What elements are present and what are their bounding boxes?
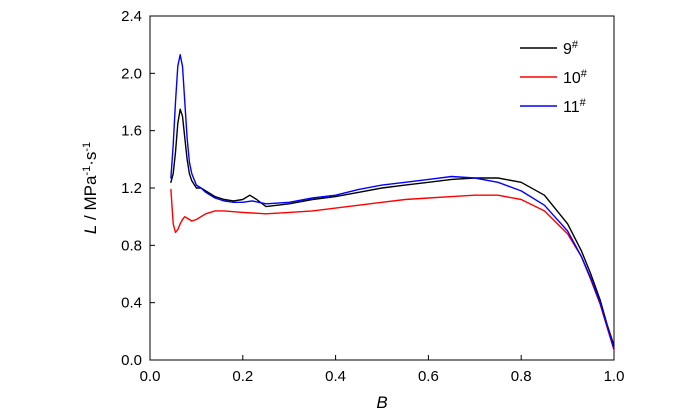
series-lines (170, 54, 615, 351)
x-tick-label: 0.8 (511, 368, 532, 385)
x-tick-label: 0.6 (418, 368, 439, 385)
y-tick-label: 0.8 (121, 237, 142, 254)
y-tick-label: 0.0 (121, 352, 142, 369)
series-line-11 (170, 54, 615, 350)
y-tick-label: 0.4 (121, 295, 142, 312)
series-line-10 (170, 188, 615, 351)
y-axis-unit: / MPa (81, 175, 100, 225)
y-axis-exp2: -1 (81, 142, 93, 152)
x-tick-label: 0.2 (232, 368, 253, 385)
axis-ticks: 0.0 0.2 0.4 0.6 0.8 1.0 0.0 0.4 0.8 1.2 1.6 2.0 2.4 (121, 8, 624, 385)
legend: 9# 10# 11# (520, 39, 588, 116)
x-tick-label: 0.4 (325, 368, 346, 385)
y-tick-label: 1.2 (121, 180, 142, 197)
legend-label-9: 9# (563, 39, 579, 58)
y-axis-exp1: -1 (81, 166, 93, 176)
x-tick-label: 1.0 (604, 368, 625, 385)
y-tick-label: 1.6 (121, 123, 142, 140)
legend-label-10: 10# (563, 68, 588, 87)
y-axis-dot: ·s (81, 152, 100, 166)
x-tick-label: 0.0 (140, 368, 161, 385)
y-axis-var: L (81, 225, 100, 234)
y-axis-title: L / MPa-1·s-1 (81, 142, 100, 234)
x-axis-title: B (376, 393, 387, 412)
series-line-9 (170, 108, 615, 347)
y-tick-label: 2.4 (121, 8, 142, 25)
y-tick-label: 2.0 (121, 65, 142, 82)
legend-label-11: 11# (563, 97, 587, 116)
